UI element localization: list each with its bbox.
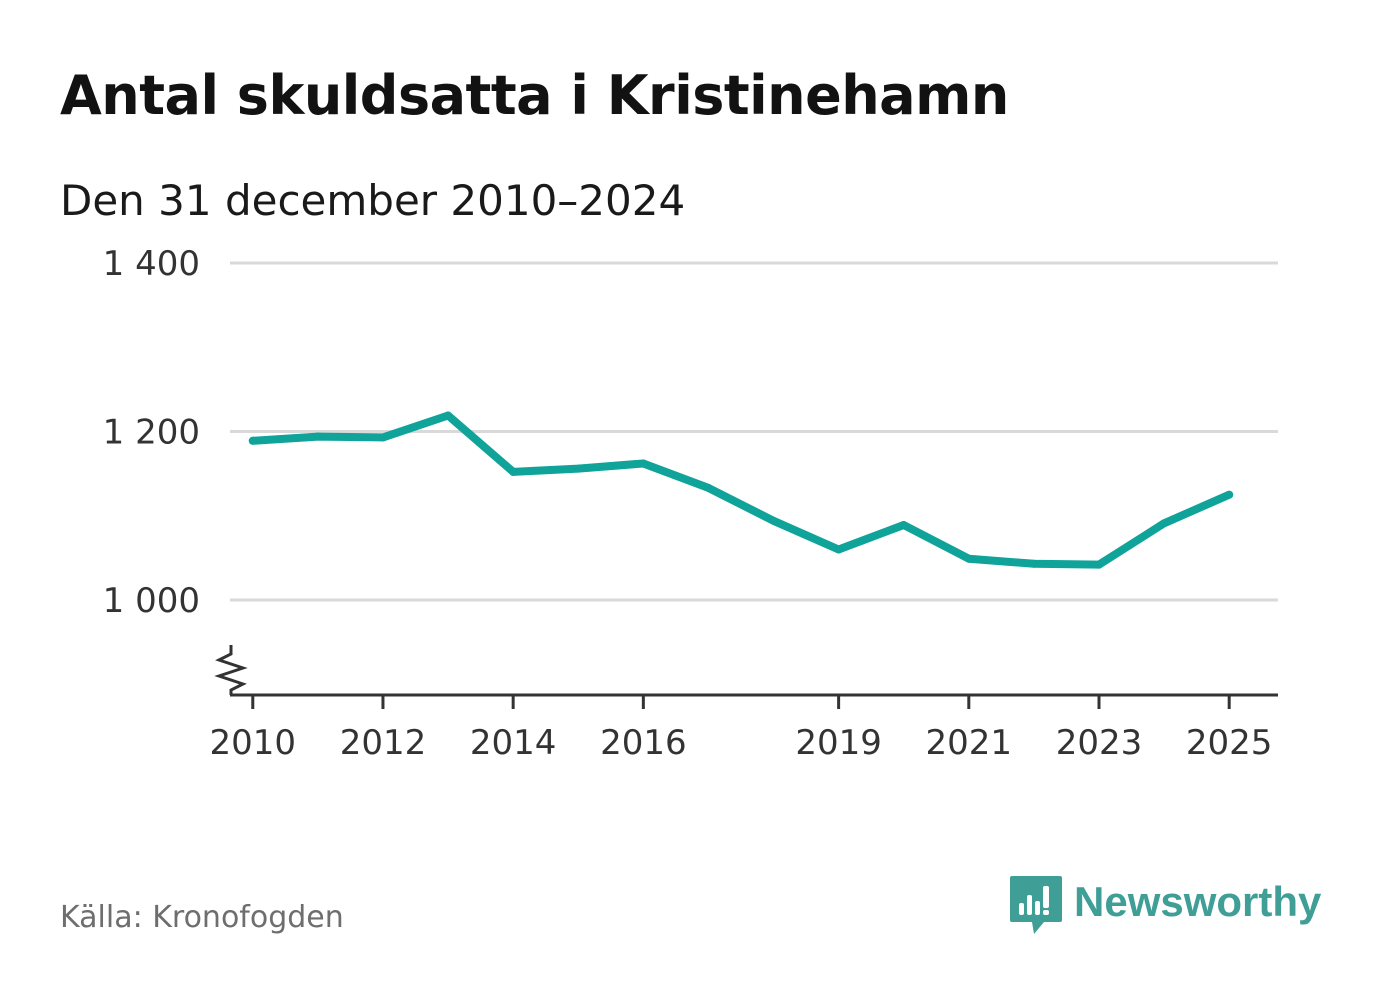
chart-title: Antal skuldsatta i Kristinehamn — [60, 64, 1009, 127]
chart-subtitle: Den 31 december 2010–2024 — [60, 176, 686, 225]
y-axis-labels: 1 000 1 200 1 400 — [103, 244, 200, 621]
x-tick-label: 2019 — [795, 723, 882, 763]
x-tick-label: 2025 — [1186, 723, 1273, 763]
data-point-2011 — [313, 432, 322, 441]
y-tick-label: 1 000 — [103, 581, 200, 621]
data-point-2023 — [1094, 560, 1103, 569]
series — [248, 411, 1234, 569]
newsworthy-brand[interactable]: Newsworthy — [1010, 876, 1321, 942]
data-point-2012 — [378, 433, 387, 442]
data-point-2013 — [444, 411, 453, 420]
data-point-2019 — [834, 545, 843, 554]
data-point-2024 — [1160, 519, 1169, 528]
x-tick-label: 2010 — [210, 723, 297, 763]
x-tick-label: 2023 — [1056, 723, 1143, 763]
x-tick-label: 2021 — [926, 723, 1013, 763]
data-point-2017 — [704, 483, 713, 492]
data-point-2020 — [899, 521, 908, 530]
data-point-2015 — [574, 464, 583, 473]
y-tick-label: 1 400 — [103, 244, 200, 284]
brand-name: Newsworthy — [1074, 878, 1322, 925]
x-tick-label: 2014 — [470, 723, 557, 763]
data-point-2018 — [769, 516, 778, 525]
data-point-2014 — [509, 467, 518, 476]
newsworthy-logo-icon — [1010, 876, 1062, 934]
x-axis: 2010 2012 2014 2016 2019 2021 2023 2025 — [210, 645, 1278, 763]
x-tick-label: 2016 — [600, 723, 687, 763]
source-note: Källa: Kronofogden — [60, 900, 344, 935]
series-line — [248, 411, 1234, 569]
data-point-2010 — [248, 436, 257, 445]
data-point-2021 — [964, 554, 973, 563]
axis-break-icon — [214, 645, 248, 695]
x-tick-label: 2012 — [340, 723, 427, 763]
data-point-2022 — [1029, 559, 1038, 568]
data-point-2025 — [1225, 490, 1234, 499]
y-tick-label: 1 200 — [103, 413, 200, 453]
data-point-2016 — [639, 459, 648, 468]
